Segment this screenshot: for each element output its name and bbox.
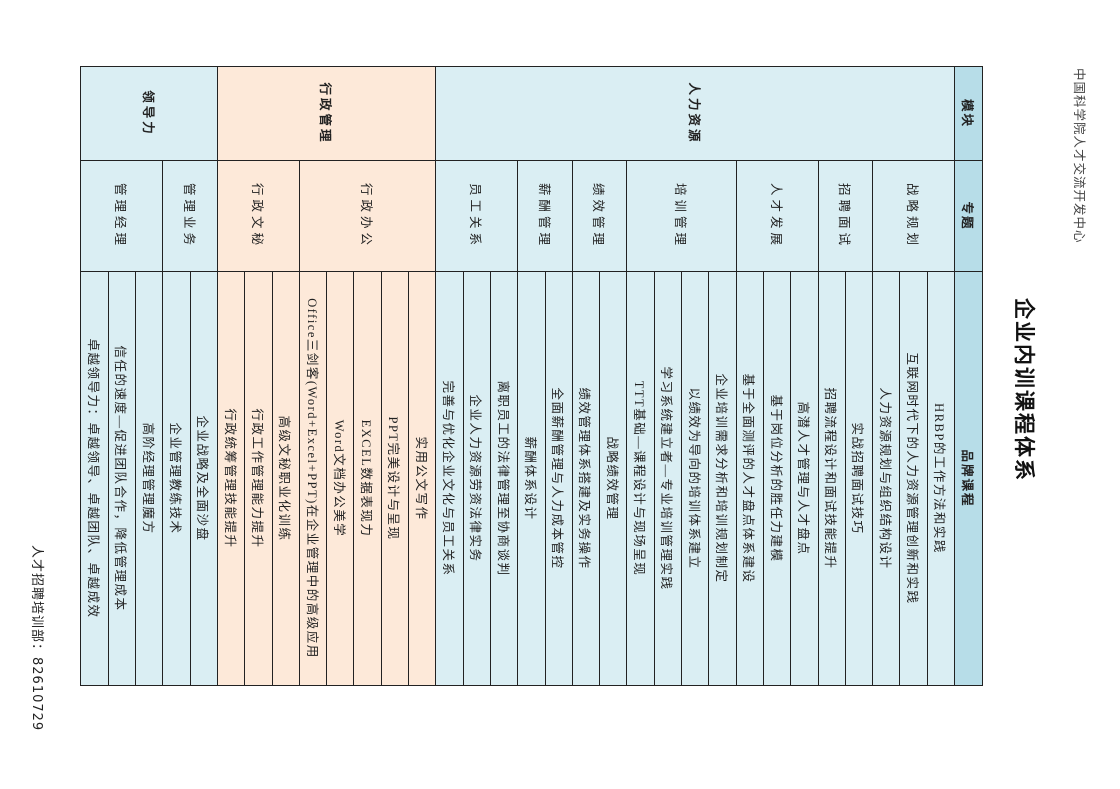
course-cell: HRBP的工作方法和实践 [927,271,955,686]
course-cell: 实用公文写作 [408,271,436,686]
course-cell: 实战招聘面试技巧 [845,271,873,686]
table-row: 行政管理 行政办公 实用公文写作 [217,66,436,686]
course-cell: 信任的速度—促进团队合作，降低管理成本 [108,271,136,686]
course-cell: TTT基础—课程设计与现场呈现 [626,271,655,686]
course-cell: 全面薪酬管理与人力成本管控 [545,271,573,686]
course-cell: 离职员工的法律管理至协商谈判 [490,271,518,686]
course-cell: 基于岗位分析的胜任力建模 [763,271,791,686]
course-cell: 人力资源规划与组织结构设计 [872,271,900,686]
course-cell: 战略绩效管理 [599,271,627,686]
course-cell: 卓越领导力：卓越领导、卓越团队、卓越成效 [81,271,109,686]
course-cell: 企业培训需求分析和培训规划制定 [708,271,737,686]
course-cell: Office三剑客(Word+Excel+PPT)在企业管理中的高级应用 [299,271,327,686]
course-cell: 完善与优化企业文化与员工关系 [435,271,464,686]
table-row: 人力资源 战略规划 HRBP的工作方法和实践 [435,66,955,686]
course-cell: Word文档办公美学 [326,271,354,686]
topic-cell: 培训管理 [626,160,737,272]
course-cell: 学习系统建立者—专业培训管理实践 [654,271,682,686]
course-cell: 企业人力资源劳资法律实务 [463,271,491,686]
course-cell: 以绩效为导向的培训体系建立 [681,271,709,686]
module-cell: 行政管理 [217,66,436,161]
course-cell: 企业战略及全面沙盘 [190,271,218,686]
course-cell: 互联网时代下的人力资源管理创新和实践 [899,271,928,686]
topic-cell: 绩效管理 [572,160,627,272]
course-cell: 招聘流程设计和面试技能提升 [818,271,846,686]
column-header-courses: 品牌课程 [954,271,983,686]
course-cell: 行政统筹管理技能提升 [217,271,245,686]
topic-cell: 薪酬管理 [517,160,573,272]
course-cell: 行政工作管理能力提升 [244,271,273,686]
topic-cell: 员工关系 [435,160,518,272]
course-cell: PPT完美设计与呈现 [381,271,409,686]
topic-cell: 招聘面试 [818,160,873,272]
column-header-topic: 专题 [954,160,983,272]
course-cell: 高级文秘职业化训练 [272,271,300,686]
course-cell: 薪酬体系设计 [517,271,546,686]
organization-name: 中国科学院人才交流开发中心 [1072,68,1087,244]
contact-info: 人才招聘培训部：82610729 [29,545,44,732]
topic-cell: 行政文秘 [217,160,300,272]
course-table: 模块 专题 品牌课程 人力资源 战略规划 HRBP的工作方法和实践 互联网时代下的人力… [81,66,984,686]
page-title: 企业内训课程体系 [1012,298,1036,482]
table-row: 领导力 管理业务 企业战略及全面沙盘 [81,66,218,686]
course-cell: 企业管理教练技术 [162,271,191,686]
topic-cell: 人才发展 [736,160,819,272]
course-cell: 高潜人才管理与人才盘点 [790,271,819,686]
course-cell: 高阶经理管理魔方 [135,271,163,686]
course-cell: 绩效管理体系搭建及实务操作 [572,271,600,686]
module-cell: 领导力 [81,66,218,161]
column-header-module: 模块 [954,66,983,161]
course-cell: EXCEL数据表现力 [353,271,382,686]
topic-cell: 行政办公 [299,160,436,272]
module-cell: 人力资源 [435,66,955,161]
topic-cell: 管理经理 [81,160,163,272]
table-header-row: 模块 专题 品牌课程 [954,66,983,686]
topic-cell: 战略规划 [872,160,955,272]
topic-cell: 管理业务 [162,160,218,272]
course-cell: 基于全面测评的人才盘点体系建设 [736,271,764,686]
